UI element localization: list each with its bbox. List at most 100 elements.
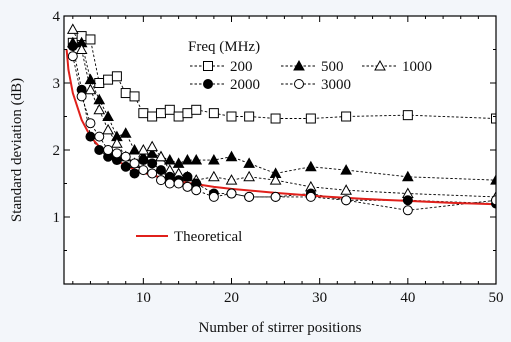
legend-marker-1000: [374, 59, 386, 71]
data-point-500-9: [146, 147, 159, 158]
data-point-200-17: [244, 111, 255, 122]
legend-title: Freq (MHz): [188, 39, 260, 55]
data-point-200-12: [173, 111, 184, 122]
legend-entry-2000: 2000: [190, 77, 260, 93]
x-tick-label-20: 20: [224, 290, 239, 306]
data-point-200-3: [94, 78, 105, 88]
data-point-1000-2: [84, 83, 97, 95]
data-point-2000-10: [155, 165, 166, 176]
data-point-500-21: [401, 170, 414, 182]
plot-area: [64, 16, 496, 284]
legend-entry-1000: 1000: [362, 59, 432, 75]
data-point-500-2: [84, 73, 97, 85]
data-point-1000-15: [208, 170, 220, 182]
data-point-1000-4: [102, 123, 114, 135]
y-tick-label-4: 4: [53, 9, 61, 25]
legend-entry-3000: 3000: [281, 77, 351, 93]
data-point-200-19: [305, 113, 316, 124]
data-point-500-12: [172, 157, 185, 168]
data-point-2000-7: [129, 168, 140, 179]
data-point-500-11: [163, 154, 176, 165]
legend-label-3000: 3000: [321, 77, 351, 93]
data-point-1000-17: [243, 170, 255, 182]
legend-label-1000: 1000: [402, 59, 432, 75]
data-point-3000-14: [191, 185, 202, 196]
legend-marker-3000: [294, 79, 304, 89]
data-point-2000-8: [138, 155, 149, 166]
data-point-500-16: [225, 150, 238, 162]
data-point-3000-7: [129, 158, 140, 169]
data-point-1000-16: [225, 174, 238, 185]
data-point-3000-13: [182, 181, 193, 192]
data-point-200-14: [191, 104, 202, 115]
legend-entry-theoretical: Theoretical: [136, 229, 242, 245]
data-point-500-15: [208, 154, 220, 165]
data-point-3000-11: [164, 178, 175, 189]
data-point-3000-10: [155, 175, 166, 186]
data-point-3000-16: [226, 188, 237, 199]
data-point-200-11: [164, 104, 175, 115]
legend-entry-200: 200: [190, 59, 253, 75]
data-point-200-15: [208, 108, 219, 119]
data-point-1000-20: [340, 184, 352, 195]
data-point-2000-13: [182, 171, 193, 182]
y-tick-label-3: 3: [53, 76, 61, 92]
data-point-200-18: [270, 113, 281, 124]
data-point-500-17: [243, 157, 255, 168]
data-point-3000-22: [491, 195, 496, 206]
data-point-3000-18: [270, 191, 281, 202]
data-point-200-21: [402, 110, 413, 121]
y-axis-label: Standard deviation (dB): [9, 78, 25, 222]
data-point-1000-9: [146, 140, 159, 152]
data-point-3000-4: [103, 145, 114, 155]
data-point-500-13: [181, 154, 194, 165]
data-point-200-7: [129, 91, 140, 102]
legend-marker-200: [203, 61, 213, 71]
data-point-200-20: [341, 111, 352, 122]
data-point-500-6: [119, 127, 132, 138]
data-point-3000-9: [147, 168, 158, 179]
data-point-3000-1: [76, 91, 87, 102]
data-point-3000-0: [67, 51, 78, 62]
y-tick-label-2: 2: [53, 143, 61, 159]
data-point-200-4: [103, 74, 114, 85]
x-tick-label-10: 10: [136, 290, 151, 306]
data-point-500-3: [93, 93, 106, 105]
data-point-500-4: [102, 110, 114, 121]
data-point-200-5: [111, 71, 122, 82]
data-point-1000-10: [155, 150, 167, 162]
data-point-2000-6: [120, 161, 131, 172]
y-tick-label-1: 1: [53, 210, 61, 226]
series-1000: [72, 29, 496, 198]
legend: Freq (MHz) 200 500 1000 2000 3000 Theoretical: [136, 39, 432, 245]
data-point-200-22: [491, 113, 496, 124]
data-point-1000-5: [111, 137, 123, 148]
data-point-3000-3: [94, 131, 105, 142]
series-points-200: [67, 31, 496, 124]
legend-label-200: 200: [230, 59, 253, 75]
legend-marker-500: [293, 59, 305, 71]
axis-layer: 10 20 30 40 50 1 2 3 4: [53, 9, 504, 306]
x-tick-label-40: 40: [400, 290, 415, 306]
series-line-1000: [72, 29, 496, 198]
legend-label-theoretical: Theoretical: [174, 229, 242, 245]
x-tick-label-50: 50: [489, 290, 504, 306]
data-point-1000-8: [137, 143, 150, 155]
data-point-1000-0: [66, 23, 79, 34]
data-point-200-9: [147, 111, 158, 122]
data-point-2000-0: [67, 41, 78, 52]
legend-label-2000: 2000: [230, 77, 260, 93]
data-point-200-8: [138, 108, 149, 119]
data-point-2000-9: [147, 158, 158, 169]
data-point-200-13: [182, 108, 193, 119]
legend-marker-2000: [203, 79, 213, 89]
data-point-3000-2: [85, 118, 96, 129]
legend-label-500: 500: [321, 59, 344, 75]
x-tick-label-30: 30: [312, 290, 327, 306]
data-point-3000-8: [138, 165, 149, 176]
data-point-500-22: [490, 174, 496, 185]
data-point-2000-2: [85, 131, 96, 142]
data-point-3000-21: [402, 205, 413, 216]
